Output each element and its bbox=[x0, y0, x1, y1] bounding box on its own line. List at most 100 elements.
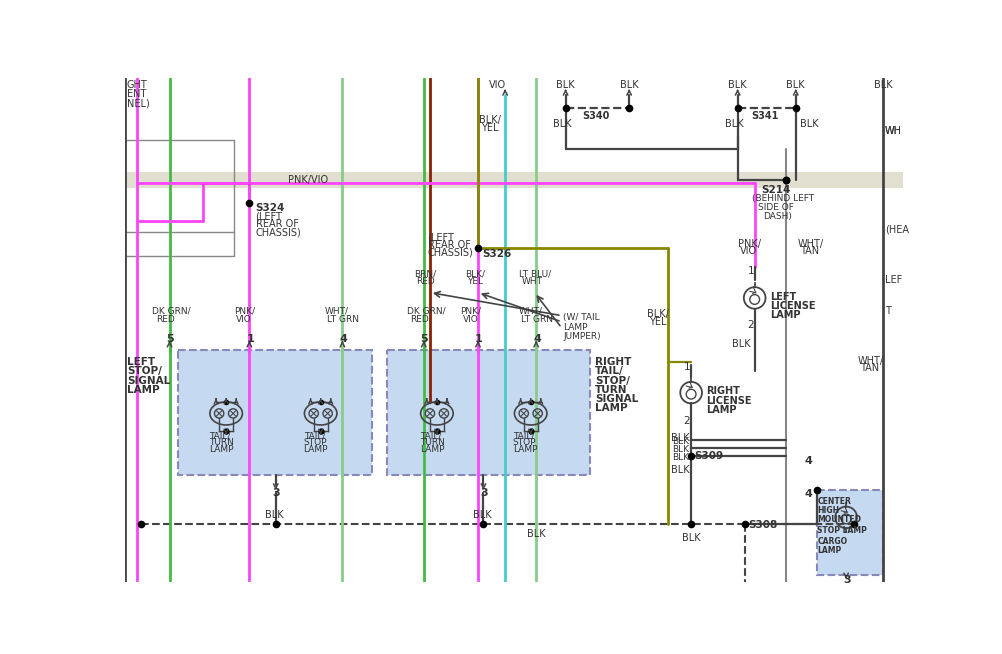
Text: LAMP: LAMP bbox=[817, 546, 841, 555]
Text: NEL): NEL) bbox=[127, 99, 149, 109]
Text: TURN: TURN bbox=[594, 385, 627, 395]
Text: BLK: BLK bbox=[472, 509, 491, 520]
Text: PNK/: PNK/ bbox=[460, 307, 481, 315]
Text: DK GRN/: DK GRN/ bbox=[152, 307, 191, 315]
Text: BLK: BLK bbox=[724, 118, 743, 129]
Text: TAIL/: TAIL/ bbox=[208, 431, 230, 440]
Text: LAMP: LAMP bbox=[594, 404, 627, 413]
Text: VIO: VIO bbox=[462, 315, 478, 324]
Text: RED: RED bbox=[416, 277, 434, 286]
Text: WH: WH bbox=[884, 126, 901, 136]
Text: LAMP: LAMP bbox=[706, 405, 736, 415]
Text: 2: 2 bbox=[682, 416, 689, 426]
Bar bbox=[178, 349, 372, 475]
Text: PNK/: PNK/ bbox=[736, 239, 760, 249]
Text: (W/ TAIL: (W/ TAIL bbox=[563, 313, 599, 322]
Text: BLK: BLK bbox=[670, 465, 689, 475]
Text: LT GRN: LT GRN bbox=[520, 315, 552, 324]
Text: S214: S214 bbox=[761, 184, 790, 195]
Text: TAIL/: TAIL/ bbox=[420, 431, 441, 440]
Text: WHT/: WHT/ bbox=[857, 356, 883, 366]
Text: T: T bbox=[884, 305, 890, 316]
Text: BLK: BLK bbox=[799, 118, 818, 129]
Text: LEFT: LEFT bbox=[127, 357, 155, 367]
Text: PNK/: PNK/ bbox=[233, 307, 255, 315]
Text: LAMP: LAMP bbox=[304, 445, 328, 454]
Text: 5: 5 bbox=[166, 334, 174, 344]
Text: BLK/: BLK/ bbox=[646, 309, 668, 320]
Text: S340: S340 bbox=[582, 111, 609, 121]
Text: (BEHIND LEFT: (BEHIND LEFT bbox=[750, 194, 813, 203]
Bar bbox=[387, 349, 590, 475]
Text: STOP: STOP bbox=[304, 438, 327, 447]
Text: LAMP: LAMP bbox=[420, 445, 444, 454]
Text: BLK: BLK bbox=[873, 80, 892, 90]
Text: 1: 1 bbox=[474, 334, 482, 344]
Text: STOP: STOP bbox=[512, 438, 536, 447]
Text: BLK: BLK bbox=[786, 80, 805, 90]
Text: DASH): DASH) bbox=[763, 213, 792, 222]
Text: LICENSE: LICENSE bbox=[770, 301, 815, 311]
Text: PNK/VIO: PNK/VIO bbox=[288, 175, 328, 186]
Text: LICENSE: LICENSE bbox=[706, 396, 752, 405]
Text: BLK: BLK bbox=[526, 529, 545, 539]
Text: BLK: BLK bbox=[672, 453, 688, 462]
Text: BLK: BLK bbox=[265, 509, 284, 520]
Text: 1: 1 bbox=[246, 334, 254, 344]
Bar bbox=[125, 173, 902, 188]
Text: TURN: TURN bbox=[420, 438, 444, 447]
Text: 2: 2 bbox=[746, 320, 754, 330]
Text: 4: 4 bbox=[339, 334, 347, 344]
Text: BLK: BLK bbox=[681, 533, 699, 543]
Text: LEF: LEF bbox=[884, 275, 901, 285]
Text: TAIL/: TAIL/ bbox=[594, 366, 623, 377]
Text: 3: 3 bbox=[843, 575, 850, 585]
Text: LAMP: LAMP bbox=[208, 445, 233, 454]
Text: S309: S309 bbox=[693, 451, 722, 461]
Text: CARGO: CARGO bbox=[817, 537, 847, 545]
Text: 4: 4 bbox=[804, 456, 812, 466]
Text: TAIL/: TAIL/ bbox=[512, 431, 534, 440]
Text: RIGHT: RIGHT bbox=[594, 357, 631, 367]
Text: YEL: YEL bbox=[467, 277, 483, 286]
Text: HIGH: HIGH bbox=[817, 506, 839, 515]
Text: 3: 3 bbox=[273, 488, 280, 498]
Text: VIO: VIO bbox=[739, 247, 757, 256]
Text: BRN/: BRN/ bbox=[413, 269, 435, 279]
Text: TAIL/: TAIL/ bbox=[304, 431, 325, 440]
Text: BLK: BLK bbox=[670, 433, 689, 443]
Text: STOP/: STOP/ bbox=[594, 375, 629, 386]
Text: ENT: ENT bbox=[127, 89, 146, 99]
Text: BLK: BLK bbox=[619, 80, 638, 90]
Text: LAMP: LAMP bbox=[127, 385, 159, 395]
Text: TURN: TURN bbox=[208, 438, 233, 447]
Text: MOUNTED: MOUNTED bbox=[817, 515, 861, 524]
Text: YEL: YEL bbox=[480, 123, 498, 133]
Text: 1: 1 bbox=[746, 266, 754, 277]
Text: CHASSIS): CHASSIS) bbox=[256, 227, 301, 237]
Bar bbox=[816, 490, 883, 575]
Text: S341: S341 bbox=[750, 111, 779, 121]
Text: SIGNAL: SIGNAL bbox=[594, 394, 637, 404]
Text: LAMP: LAMP bbox=[512, 445, 537, 454]
Text: (HEA: (HEA bbox=[884, 225, 908, 235]
Text: 1: 1 bbox=[682, 362, 689, 372]
Text: WHT/: WHT/ bbox=[325, 307, 349, 315]
Text: RIGHT: RIGHT bbox=[706, 387, 739, 396]
Text: BLK: BLK bbox=[672, 445, 688, 454]
Text: BLK: BLK bbox=[553, 118, 571, 129]
Text: TAN: TAN bbox=[860, 364, 879, 373]
Text: LEFT: LEFT bbox=[770, 292, 796, 301]
Text: VIO: VIO bbox=[235, 315, 252, 324]
Text: LAMP: LAMP bbox=[770, 310, 800, 320]
Text: 5: 5 bbox=[420, 334, 428, 344]
Text: REAR OF: REAR OF bbox=[427, 240, 470, 250]
Text: TAN: TAN bbox=[800, 247, 819, 256]
Text: DK GRN/: DK GRN/ bbox=[406, 307, 445, 315]
Text: VIO: VIO bbox=[488, 80, 505, 90]
Text: 3: 3 bbox=[480, 488, 487, 498]
Text: GHT: GHT bbox=[127, 80, 147, 90]
Text: BLK: BLK bbox=[672, 438, 688, 446]
Text: STOP/: STOP/ bbox=[127, 366, 161, 377]
Text: 4: 4 bbox=[532, 334, 540, 344]
